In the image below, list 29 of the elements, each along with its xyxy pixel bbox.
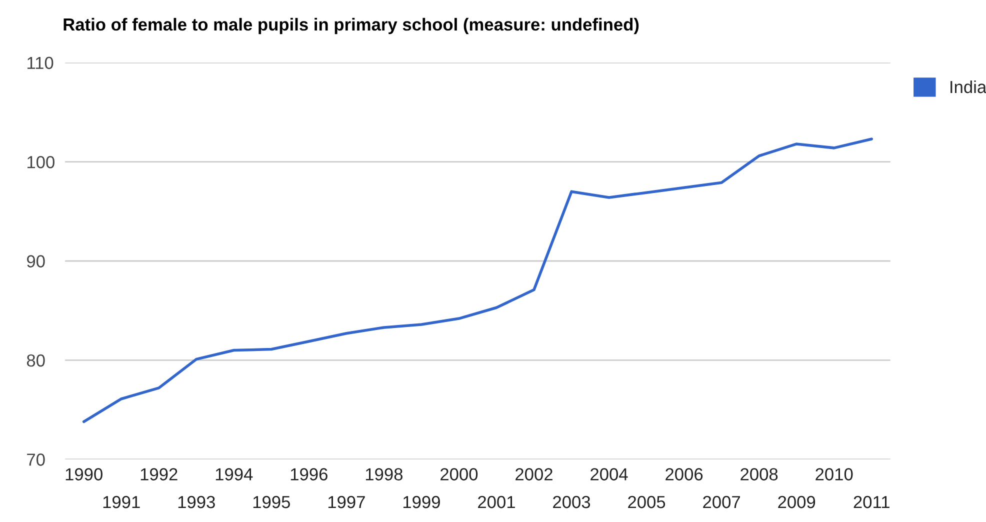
x-tick-label: 1990 [66,468,102,480]
x-tick-label: 1994 [216,468,253,480]
y-tick-label: 110 [28,56,54,70]
x-tick-label: 2011 [854,496,890,508]
x-tick-label: 2000 [440,468,478,480]
x-tick-label: 2009 [778,496,816,508]
y-tick-label: 70 [27,454,45,466]
x-tick-label: 2004 [590,468,628,480]
chart-title: Ratio of female to male pupils in primary school (measure: undefined) [64,18,639,34]
x-tick-label: 2006 [666,468,703,480]
x-tick-label: 2008 [740,468,778,480]
y-tick-label: 80 [26,354,45,367]
y-tick-label: 100 [28,156,54,168]
x-tick-label: 2010 [816,468,853,480]
x-tick-label: 2005 [628,496,666,508]
x-tick-label: 1998 [366,468,402,480]
x-tick-label: 2003 [553,496,590,508]
x-tick-label: 1996 [290,468,328,480]
x-tick-label: 1993 [178,496,215,508]
x-tick-label: 2001 [478,496,515,508]
x-tick-label: 1997 [328,496,365,508]
line-series [82,138,873,424]
x-tick-label: 1992 [140,468,178,480]
x-tick-label: 2007 [703,496,740,508]
y-tick-label: 90 [27,255,45,268]
x-tick-label: 1995 [253,496,290,508]
x-tick-label: 2002 [516,468,552,480]
x-tick-label: 1999 [403,496,440,508]
x-tick-label: 1991 [103,496,140,508]
